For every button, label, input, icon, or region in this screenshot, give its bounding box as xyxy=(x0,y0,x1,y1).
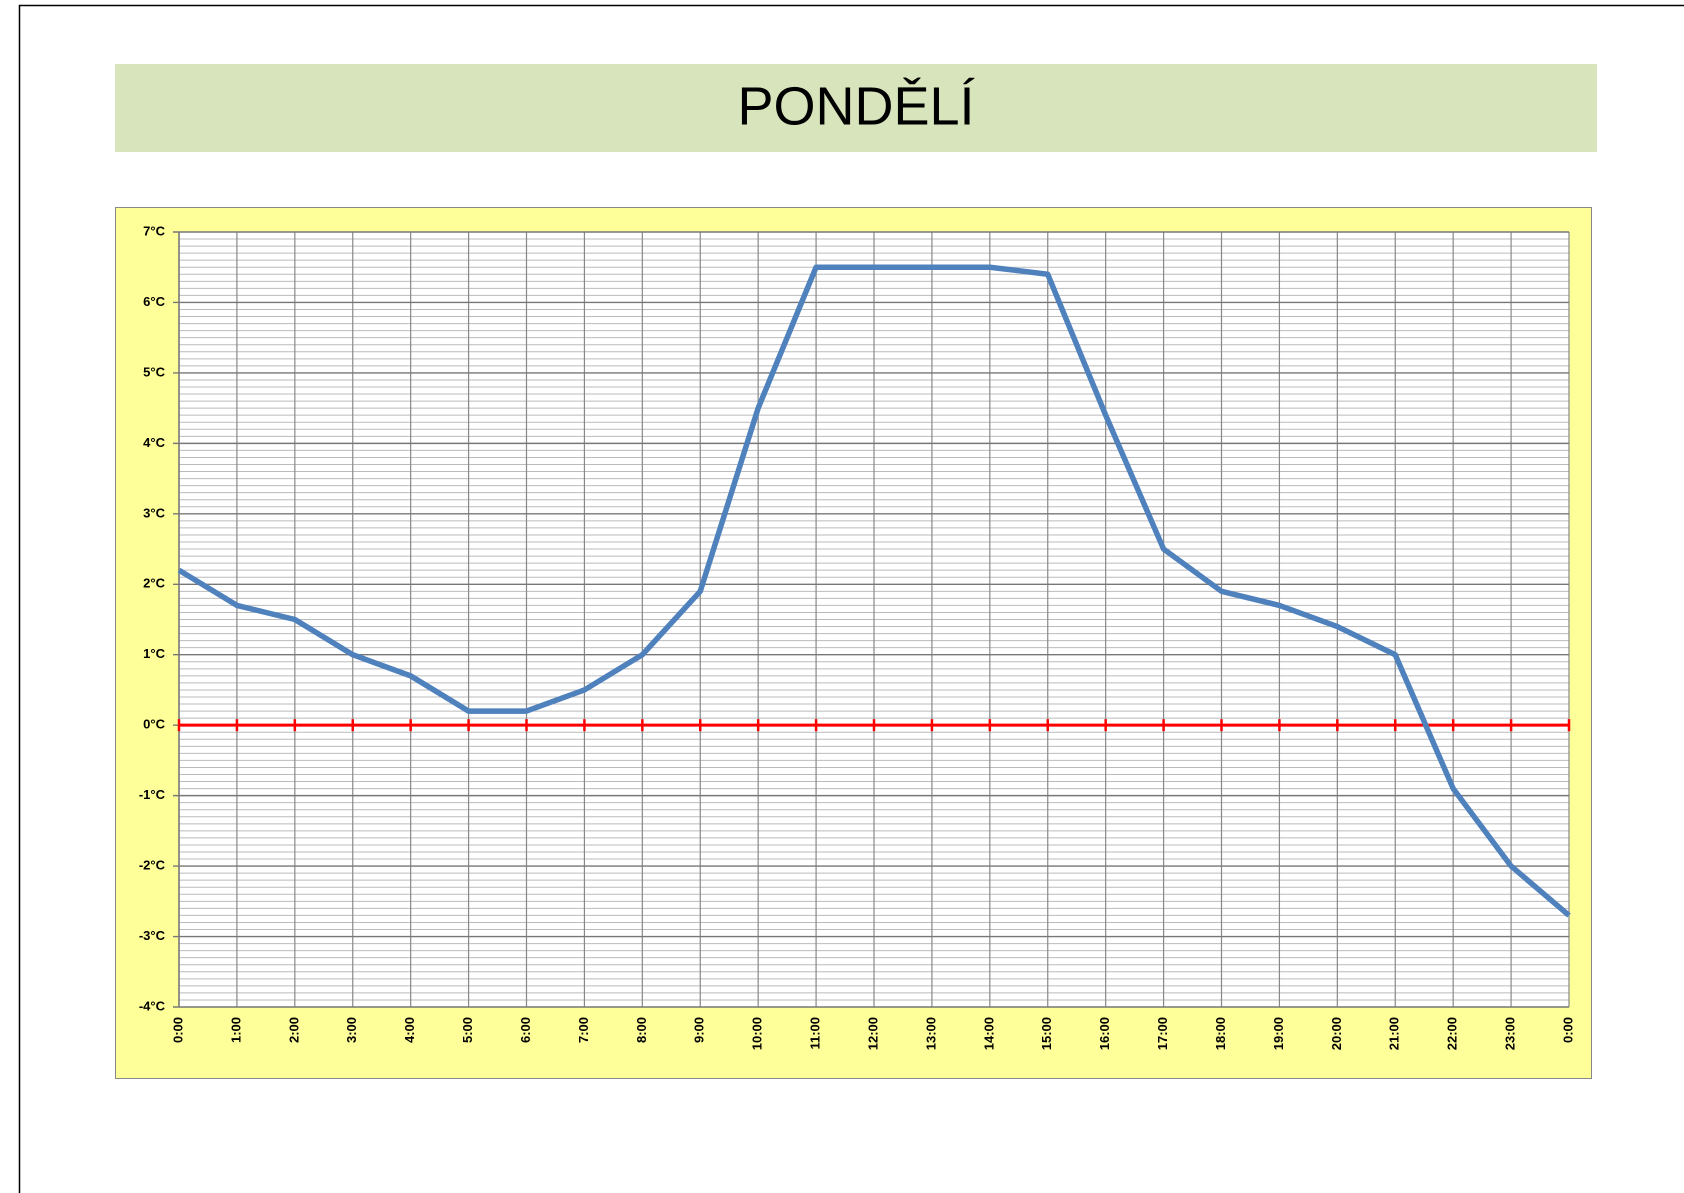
x-tick-label: 8:00 xyxy=(634,1017,649,1043)
x-tick-label: 13:00 xyxy=(923,1017,938,1050)
y-tick-label: -3°C xyxy=(139,928,166,943)
x-tick-label: 2:00 xyxy=(286,1017,301,1043)
x-tick-label: 16:00 xyxy=(1097,1017,1112,1050)
x-tick-label: 0:00 xyxy=(170,1017,185,1043)
y-tick-label: 6°C xyxy=(143,294,165,309)
y-tick-label: -1°C xyxy=(139,787,166,802)
y-tick-label: 4°C xyxy=(143,435,165,450)
x-tick-label: 12:00 xyxy=(865,1017,880,1050)
x-tick-label: 19:00 xyxy=(1271,1017,1286,1050)
y-tick-label: -2°C xyxy=(139,858,166,873)
x-tick-label: 1:00 xyxy=(228,1017,243,1043)
x-tick-label: 17:00 xyxy=(1155,1017,1170,1050)
x-tick-label: 20:00 xyxy=(1329,1017,1344,1050)
x-tick-label: 22:00 xyxy=(1445,1017,1460,1050)
chart-title: PONDĚLÍ xyxy=(737,76,974,136)
x-tick-label: 0:00 xyxy=(1560,1017,1575,1043)
x-tick-label: 9:00 xyxy=(692,1017,707,1043)
y-tick-label: -4°C xyxy=(139,998,166,1013)
x-tick-label: 4:00 xyxy=(402,1017,417,1043)
x-tick-label: 7:00 xyxy=(576,1017,591,1043)
x-tick-label: 5:00 xyxy=(460,1017,475,1043)
y-tick-label: 1°C xyxy=(143,646,165,661)
y-tick-label: 0°C xyxy=(143,717,165,732)
x-tick-label: 15:00 xyxy=(1039,1017,1054,1050)
x-tick-label: 23:00 xyxy=(1503,1017,1518,1050)
x-tick-label: 6:00 xyxy=(518,1017,533,1043)
y-tick-label: 7°C xyxy=(143,223,165,238)
x-tick-label: 10:00 xyxy=(750,1017,765,1050)
y-tick-label: 5°C xyxy=(143,364,165,379)
x-tick-label: 21:00 xyxy=(1387,1017,1402,1050)
y-tick-label: 3°C xyxy=(143,505,165,520)
x-tick-label: 14:00 xyxy=(981,1017,996,1050)
page-border xyxy=(18,4,1684,1193)
x-tick-label: 18:00 xyxy=(1213,1017,1228,1050)
series-line xyxy=(177,264,1571,918)
y-tick-label: 2°C xyxy=(143,576,165,591)
x-tick-label: 3:00 xyxy=(344,1017,359,1043)
x-tick-label: 11:00 xyxy=(808,1017,823,1050)
title-band xyxy=(115,64,1597,152)
